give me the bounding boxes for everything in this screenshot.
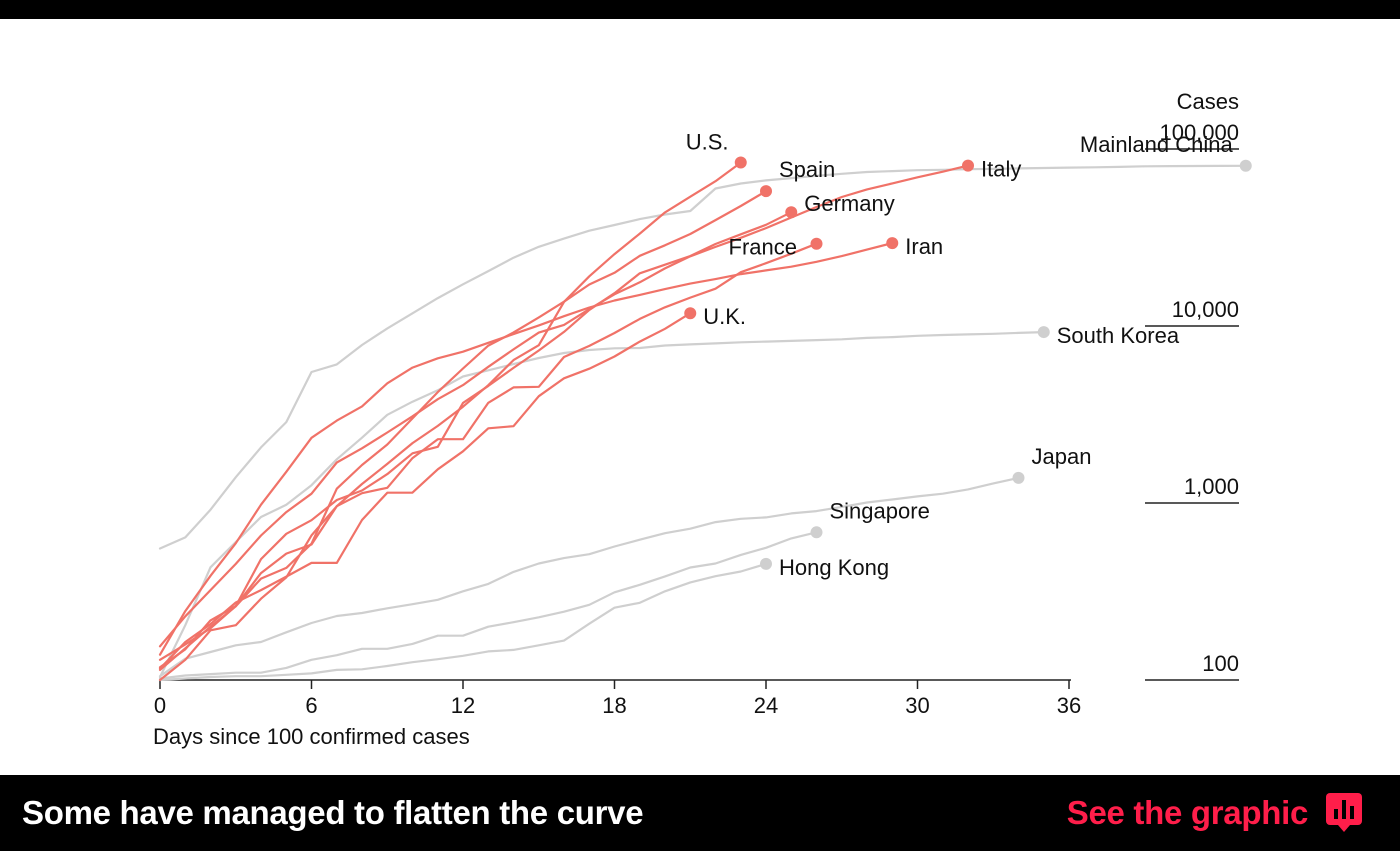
y-tick-label: 100,000 <box>1159 120 1239 145</box>
x-tick-label: 6 <box>305 693 317 718</box>
series-end-dot-south-korea <box>1037 326 1050 339</box>
series-label-singapore: Singapore <box>830 498 930 523</box>
x-axis-label: Days since 100 confirmed cases <box>153 724 470 749</box>
series-endpoints <box>684 156 1252 570</box>
series-line-spain <box>158 190 768 671</box>
series-label-u-k: U.K. <box>703 304 746 329</box>
series-line-south-korea <box>158 331 1045 679</box>
series-label-iran: Iran <box>905 234 943 259</box>
series-label-mainland-china: Mainland China <box>1080 132 1234 157</box>
series-line-u-s <box>158 161 742 669</box>
series-label-japan: Japan <box>1032 444 1092 469</box>
see-graphic-link[interactable]: See the graphic <box>1067 793 1362 833</box>
series-label-spain: Spain <box>779 157 835 182</box>
series-label-italy: Italy <box>981 157 1021 182</box>
x-tick-label: 24 <box>754 693 778 718</box>
series-label-south-korea: South Korea <box>1057 323 1180 348</box>
series-labels: U.S. Spain Germany France Italy Mainland Chin… <box>686 130 1234 580</box>
x-tick-label: 30 <box>905 693 929 718</box>
x-tick-label: 36 <box>1057 693 1081 718</box>
series-label-u-s: U.S. <box>686 130 729 155</box>
cases-chart: 0 6 12 18 24 30 36 Days since 100 confirmed cas… <box>153 89 1252 749</box>
series-end-dot-italy <box>962 159 974 172</box>
x-tick-label: 0 <box>154 693 166 718</box>
chart-graphic-icon <box>1326 793 1362 832</box>
series-end-dot-japan <box>1012 471 1025 484</box>
y-tick-label: 1,000 <box>1184 474 1239 499</box>
series-line-iran <box>158 242 894 656</box>
headline: Some have managed to flatten the curve <box>22 794 644 831</box>
series-label-hong-kong: Hong Kong <box>779 555 889 580</box>
series-label-france: France <box>729 235 797 260</box>
y-tick-label: 100 <box>1202 651 1239 676</box>
axes: 0 6 12 18 24 30 36 Days since 100 confirmed cas… <box>153 89 1239 749</box>
series-line-hong-kong <box>158 562 768 682</box>
series-end-dot-u-k <box>684 307 697 320</box>
series-line-germany <box>158 211 793 661</box>
series-line-singapore <box>158 531 818 680</box>
series-line-japan <box>158 476 1020 678</box>
series-end-dot-u-s <box>734 156 747 169</box>
x-tick-label: 12 <box>451 693 475 718</box>
series-label-germany: Germany <box>804 191 894 216</box>
y-tick-label: 10,000 <box>1172 297 1239 322</box>
series-line-france <box>158 242 818 682</box>
series-end-dot-singapore <box>810 526 823 539</box>
top-bar <box>0 0 1400 19</box>
series-end-dot-iran <box>886 237 899 250</box>
y-axis-label: Cases <box>1177 89 1239 114</box>
series-end-dot-france <box>810 237 823 250</box>
chart-area: 0 6 12 18 24 30 36 Days since 100 confirmed cas… <box>0 19 1400 775</box>
series-end-dot-germany <box>785 206 798 219</box>
series-end-dot-spain <box>760 185 772 198</box>
see-graphic-label: See the graphic <box>1066 794 1309 831</box>
footer-bar: Some have managed to flatten the curve S… <box>0 775 1400 851</box>
series-end-dot-hong-kong <box>760 557 772 570</box>
series-end-dot-mainland-china <box>1239 159 1252 172</box>
x-tick-label: 18 <box>602 693 626 718</box>
series-line-u-k <box>158 312 692 670</box>
series-line-mainland-china <box>158 164 1247 550</box>
series-line-italy <box>158 164 970 648</box>
series-lines <box>158 161 1247 682</box>
